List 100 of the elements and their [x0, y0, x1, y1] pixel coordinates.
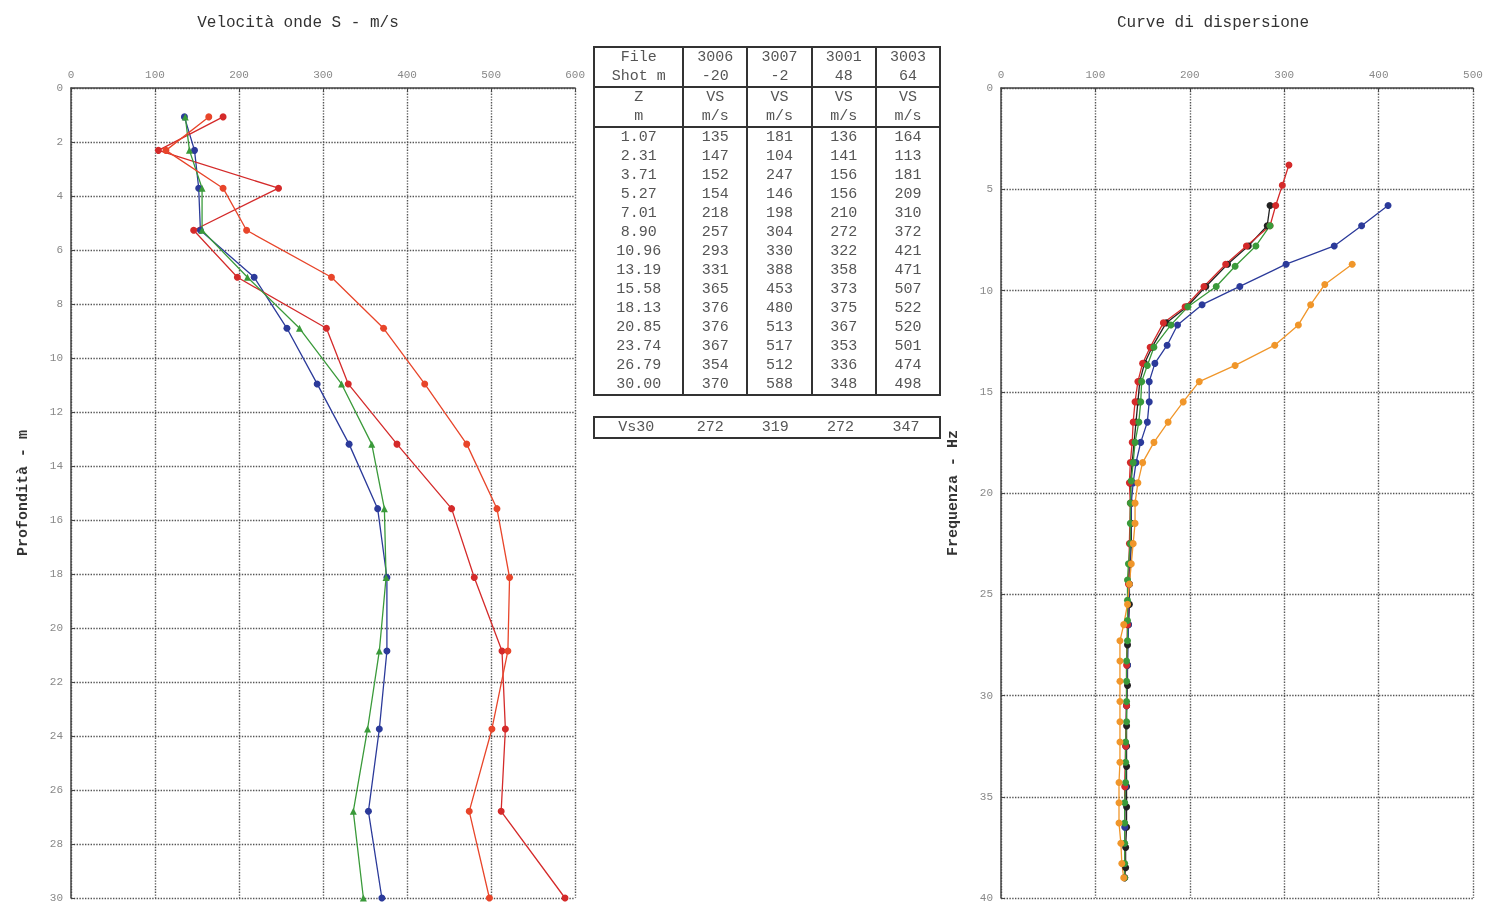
text: 3006: [683, 47, 748, 67]
text: 210: [811, 204, 876, 223]
x-tick-label: 200: [229, 68, 249, 81]
y-tick-label: 10: [979, 284, 993, 297]
text: 310: [875, 204, 940, 223]
text: 421: [875, 242, 940, 261]
text: 331: [683, 261, 748, 280]
text: 141: [811, 147, 876, 166]
text: 209: [875, 185, 940, 204]
text: Shot m: [594, 67, 684, 87]
text: 375: [811, 299, 876, 318]
y-tick-label: 2: [56, 136, 63, 148]
text: 156: [811, 185, 876, 204]
text: Vs30: [617, 418, 656, 438]
text: 319: [760, 418, 790, 438]
text: 336: [811, 356, 876, 375]
text: 3001: [811, 47, 876, 67]
y-axis-title: Frequenza - Hz: [945, 429, 962, 557]
text: 64: [875, 67, 940, 87]
text: 588: [747, 375, 812, 395]
y-tick-label: 0: [986, 82, 993, 94]
text: 376: [683, 299, 748, 318]
text: 513: [747, 318, 812, 337]
text: 20.85: [594, 318, 684, 337]
text: 7.01: [594, 204, 684, 223]
y-tick-label: 40: [979, 892, 993, 904]
text: 498: [875, 375, 940, 395]
y-tick-label: 22: [49, 676, 63, 688]
x-tick-label: 400: [397, 68, 417, 81]
y-tick-label: 8: [56, 298, 63, 310]
text: m/s: [747, 107, 812, 127]
text: 353: [811, 337, 876, 356]
y-tick-label: 20: [49, 622, 63, 634]
text: 522: [875, 299, 940, 318]
text: 146: [747, 185, 812, 204]
text: VS: [811, 87, 876, 107]
text: 480: [747, 299, 812, 318]
text: File: [594, 47, 684, 67]
text: 13.19: [594, 261, 684, 280]
text: 3007: [747, 47, 812, 67]
text: 181: [875, 166, 940, 185]
x-tick-label: 600: [565, 68, 585, 81]
text: VS: [683, 87, 748, 107]
text: Z: [594, 87, 684, 107]
text: 1.07: [594, 127, 684, 147]
text: -20: [683, 67, 748, 87]
text: 347: [891, 418, 921, 438]
text: 23.74: [594, 337, 684, 356]
text: 367: [683, 337, 748, 356]
x-tick-label: 0: [67, 68, 75, 81]
text: 257: [683, 223, 748, 242]
text: 507: [875, 280, 940, 299]
text: 164: [875, 127, 940, 147]
text: 358: [811, 261, 876, 280]
text: 181: [747, 127, 812, 147]
text: -2: [747, 67, 812, 87]
x-tick-label: 500: [1463, 68, 1483, 81]
text: 147: [683, 147, 748, 166]
y-tick-label: 20: [979, 487, 993, 499]
y-tick-label: 18: [49, 568, 63, 580]
text: 322: [811, 242, 876, 261]
chart-title: Curve di dispersione: [1116, 14, 1310, 32]
text: 104: [747, 147, 812, 166]
text: 471: [875, 261, 940, 280]
y-tick-label: 26: [49, 784, 63, 796]
text: 367: [811, 318, 876, 337]
text: 512: [747, 356, 812, 375]
text: 501: [875, 337, 940, 356]
text: 453: [747, 280, 812, 299]
y-tick-label: 0: [56, 82, 63, 94]
y-tick-label: 5: [986, 183, 993, 196]
text: 156: [811, 166, 876, 185]
text: 372: [875, 223, 940, 242]
y-tick-label: 30: [49, 892, 63, 904]
text: 8.90: [594, 223, 684, 242]
text: 272: [825, 418, 855, 438]
y-tick-label: 16: [49, 514, 63, 526]
text: 18.13: [594, 299, 684, 318]
x-tick-label: 100: [1085, 68, 1106, 81]
y-tick-label: 10: [49, 352, 63, 364]
x-tick-label: 0: [997, 68, 1005, 81]
text: 26.79: [594, 356, 684, 375]
text: 152: [683, 166, 748, 185]
y-tick-label: 24: [49, 730, 64, 742]
text: 30.00: [594, 375, 684, 395]
text: 2.31: [594, 147, 684, 166]
y-tick-label: 30: [979, 689, 993, 702]
text: 376: [683, 318, 748, 337]
y-tick-label: 12: [49, 406, 63, 418]
text: 3.71: [594, 166, 684, 185]
text: 354: [683, 356, 748, 375]
text: 388: [747, 261, 812, 280]
text: m: [594, 107, 684, 127]
text: 218: [683, 204, 748, 223]
text: 136: [811, 127, 876, 147]
text: m/s: [811, 107, 876, 127]
text: 293: [683, 242, 748, 261]
text: 135: [683, 127, 748, 147]
y-tick-label: 4: [56, 190, 64, 202]
text: 113: [875, 147, 940, 166]
